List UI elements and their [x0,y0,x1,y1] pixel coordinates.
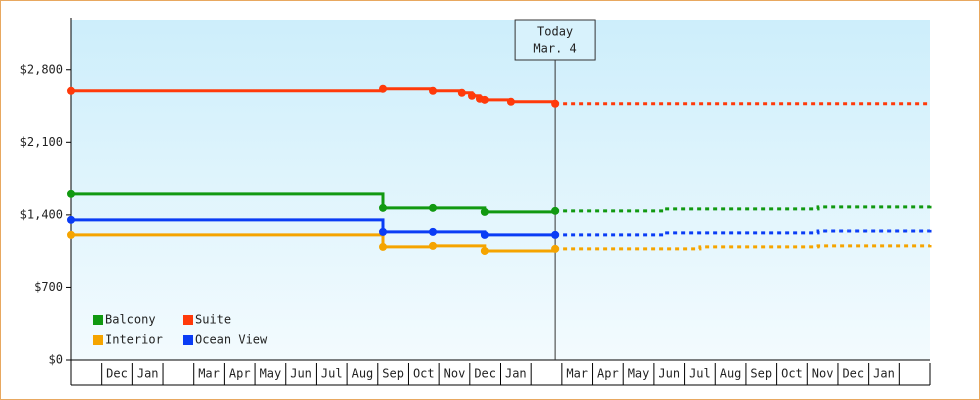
plot-area [71,20,930,360]
price-point [67,230,75,239]
legend-swatch [93,315,103,325]
forecast-line [555,229,932,237]
x-tick-label: Jun [290,367,312,381]
x-tick-label: Dec [842,367,864,381]
price-point [506,97,515,106]
x-tick-label: Aug [720,367,742,381]
price-point [551,206,560,215]
y-tick-label: $0 [49,353,63,367]
x-tick-label: Jul [689,367,711,381]
x-tick-label: Sep [382,367,404,381]
today-box [514,19,596,61]
price-point [480,95,489,104]
x-tick-label: Jul [321,367,343,381]
price-point [467,91,476,100]
price-point [379,84,388,93]
y-tick-label: $2,100 [20,135,63,149]
price-point [379,227,388,236]
price-point [480,207,489,216]
y-tick-label: $1,400 [20,207,63,221]
price-point [429,86,438,95]
y-tick-label: $2,800 [20,62,63,76]
price-point [67,215,75,224]
forecast-line [555,244,932,251]
x-tick-label: Apr [229,367,251,381]
legend-label: Balcony [105,313,156,327]
x-tick-label: Jan [137,367,159,381]
x-tick-label: Nov [444,367,466,381]
legend-label: Ocean View [195,333,268,347]
x-tick-label: Nov [812,367,834,381]
x-tick-label: Aug [352,367,374,381]
price-point [67,189,75,198]
forecast-line [555,204,932,213]
today-label: Today [537,25,573,39]
price-point [551,244,560,253]
legend-label: Interior [105,333,163,347]
price-point [429,203,438,212]
legend-label: Suite [195,313,231,327]
legend-swatch [93,335,103,345]
price-point [480,230,489,239]
price-point [67,86,75,95]
legend-swatch [183,335,193,345]
x-tick-label: Oct [781,367,803,381]
x-tick-label: Apr [597,367,619,381]
x-tick-label: May [260,367,282,381]
price-point [379,203,388,212]
x-tick-label: May [628,367,650,381]
price-point [457,88,466,97]
x-tick-label: Jan [505,367,527,381]
x-tick-label: Jan [873,367,895,381]
x-tick-label: Jun [658,367,680,381]
legend-swatch [183,315,193,325]
price-point [480,246,489,255]
x-tick-label: Sep [750,367,772,381]
today-label: Mar. 4 [533,42,576,56]
x-tick-label: Mar [198,367,220,381]
price-point [429,241,438,250]
x-tick-label: Oct [413,367,435,381]
price-line [71,192,557,214]
x-tick-label: Mar [566,367,588,381]
y-tick-label: $700 [34,280,63,294]
price-point [551,230,560,239]
x-tick-label: Dec [474,367,496,381]
price-point [551,99,560,108]
price-point [379,242,388,251]
x-tick-label: Dec [106,367,128,381]
price-point [429,227,438,236]
